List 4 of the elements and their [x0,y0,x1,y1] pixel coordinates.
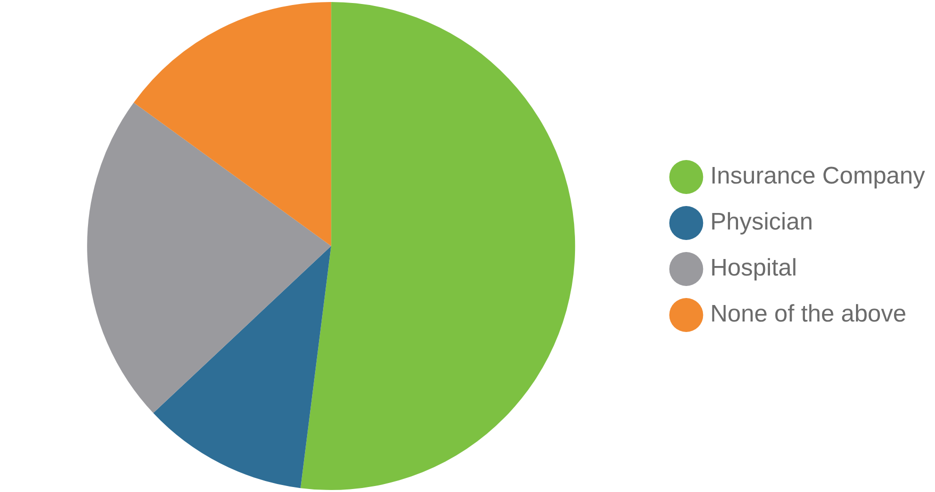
legend-label: Physician [710,208,813,236]
legend-label: Insurance Company [710,162,925,190]
legend-label: Hospital [710,254,797,282]
legend-label: None of the above [710,300,906,328]
